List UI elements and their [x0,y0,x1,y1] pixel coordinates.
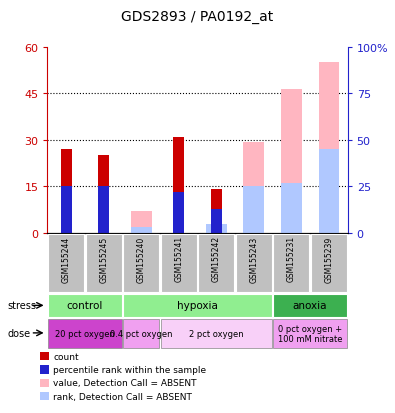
Text: GSM155243: GSM155243 [249,236,258,282]
Bar [123,294,272,317]
Text: 20 pct oxygen: 20 pct oxygen [55,329,115,338]
Bar [318,62,339,233]
Bar [173,192,184,233]
Bar [60,187,72,233]
Text: 0 pct oxygen +
100 mM nitrate: 0 pct oxygen + 100 mM nitrate [278,324,342,343]
Bar [206,224,227,233]
Text: GSM155240: GSM155240 [137,236,146,282]
Bar [243,187,264,233]
Bar [48,234,84,293]
Bar [243,142,264,233]
Text: control: control [67,301,103,311]
Bar [211,190,222,233]
Bar [318,150,339,233]
Bar [273,234,309,293]
Bar [86,234,122,293]
Bar [281,183,302,233]
Text: 0.4 pct oxygen: 0.4 pct oxygen [110,329,173,338]
Bar [60,150,72,233]
Bar [48,319,122,348]
Bar [273,319,347,348]
Text: percentile rank within the sample: percentile rank within the sample [53,365,207,374]
Text: dose: dose [7,328,30,338]
Bar [281,90,302,233]
Text: 2 pct oxygen: 2 pct oxygen [189,329,244,338]
Text: GDS2893 / PA0192_at: GDS2893 / PA0192_at [121,10,274,24]
Text: hypoxia: hypoxia [177,301,218,311]
Bar [98,187,109,233]
Text: value, Detection Call = ABSENT: value, Detection Call = ABSENT [53,378,197,387]
Text: GSM155242: GSM155242 [212,236,221,282]
Bar [161,319,272,348]
Bar [48,294,122,317]
Text: GSM155245: GSM155245 [99,236,108,282]
Text: count: count [53,352,79,361]
Text: GSM155241: GSM155241 [174,236,183,282]
Text: GSM155239: GSM155239 [324,236,333,282]
Bar [236,234,272,293]
Bar [131,228,152,233]
Text: GSM155244: GSM155244 [62,236,71,282]
Bar [173,138,184,233]
Bar [198,234,234,293]
Bar [311,234,347,293]
Bar [131,211,152,233]
Text: anoxia: anoxia [293,301,327,311]
Bar [161,234,197,293]
Text: GSM155231: GSM155231 [287,236,296,282]
Bar [98,156,109,233]
Text: rank, Detection Call = ABSENT: rank, Detection Call = ABSENT [53,392,192,401]
Bar [211,209,222,233]
Bar [273,294,347,317]
Bar [123,234,159,293]
Bar [123,319,159,348]
Text: stress: stress [7,300,36,310]
